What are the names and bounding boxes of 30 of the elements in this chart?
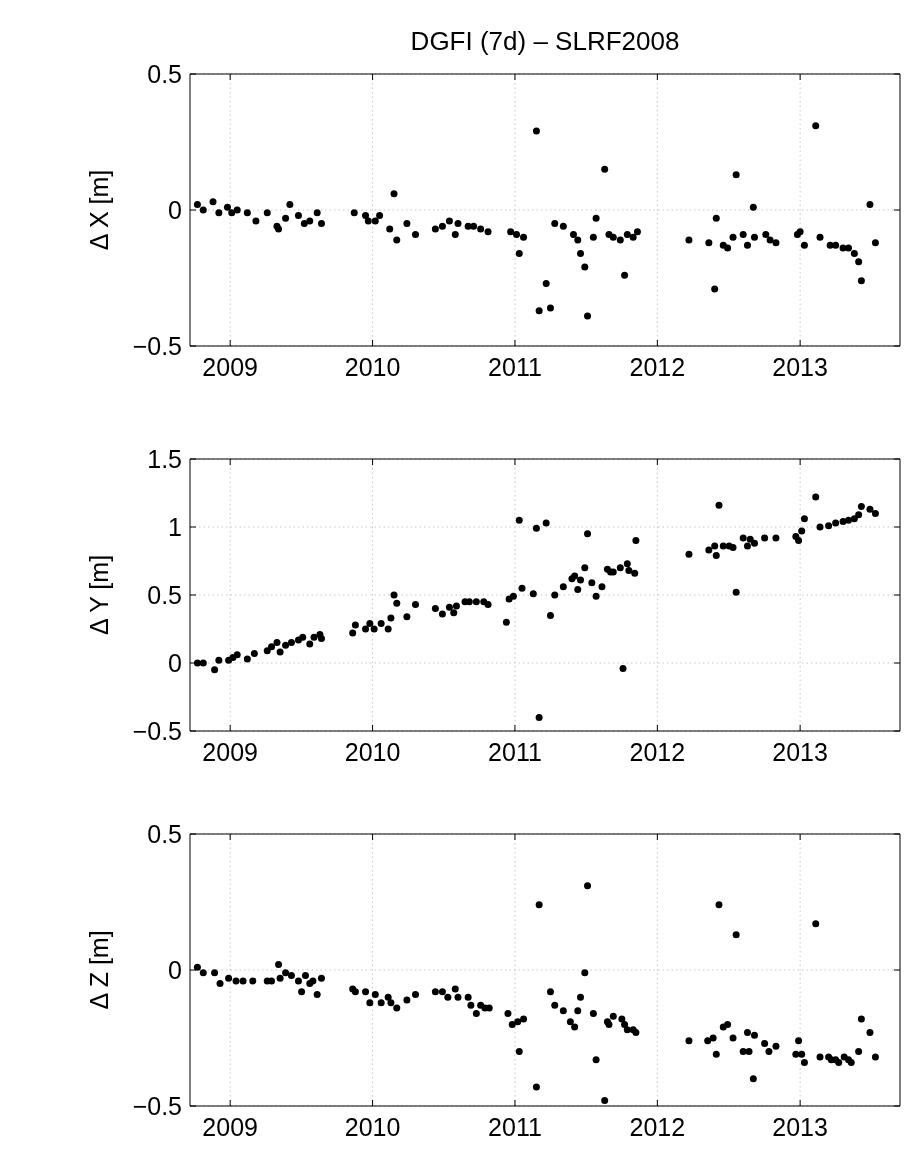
x-tick-label: 2009 [202,738,258,766]
x-tick-label: 2013 [772,353,828,381]
x-tick-label: 2010 [344,353,401,381]
x-tick-label: 2009 [202,1113,258,1141]
y-tick-label: −0.5 [132,331,182,360]
y-tick-label: 0 [168,648,182,677]
x-tick-label: 2012 [629,353,686,381]
y-axis-title: Δ Y [m] [85,554,113,636]
y-tick-label: −0.5 [132,1091,182,1120]
x-tick-label: 2013 [772,1113,828,1141]
y-tick-label: 1.5 [147,444,182,473]
x-tick-label: 2010 [344,738,401,766]
x-tick-label: 2010 [344,1113,401,1141]
y-tick-label: 0 [168,195,182,224]
chart-title: DGFI (7d) – SLRF2008 [410,26,680,56]
x-tick-label: 2013 [772,738,828,766]
y-tick-label: 0.5 [147,580,182,609]
y-tick-label: 0.5 [147,819,182,848]
y-axis-title: Δ Z [m] [85,930,113,1010]
y-tick-label: 0.5 [147,59,182,88]
y-tick-label: −0.5 [132,716,182,745]
x-tick-label: 2012 [629,1113,686,1141]
x-tick-label: 2011 [488,1113,542,1141]
x-tick-label: 2012 [629,738,686,766]
y-axis-title: Δ X [m] [85,169,113,251]
x-tick-label: 2009 [202,353,258,381]
y-tick-label: 1 [168,512,182,541]
x-tick-label: 2011 [488,353,542,381]
x-tick-label: 2011 [488,738,542,766]
y-tick-label: 0 [168,955,182,984]
